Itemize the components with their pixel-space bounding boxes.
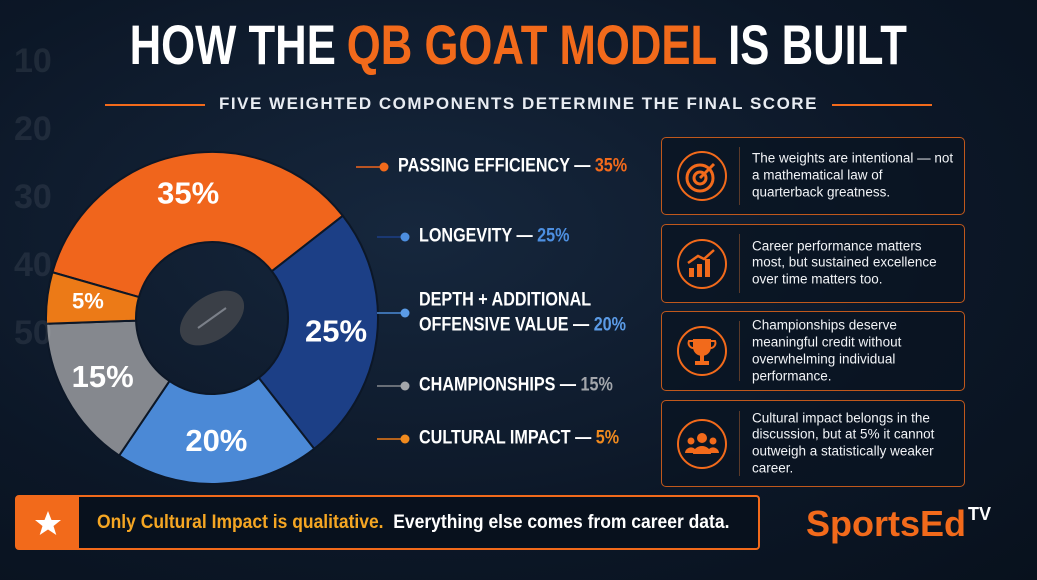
footer-text: Everything else comes from career data. [393, 511, 730, 533]
legend-dot [379, 162, 389, 172]
note-text: Cultural impact belongs in the discussio… [752, 409, 935, 476]
legend-value: 20% [593, 314, 627, 335]
yard-number: 30 [14, 178, 52, 216]
legend-name: CHAMPIONSHIPS [419, 374, 556, 396]
legend-item: DEPTH + ADDITIONAL OFFENSIVE VALUE — 20% [419, 288, 666, 337]
legend-item: PASSING EFFICIENCY — 35% [398, 155, 627, 180]
legend-value: 5% [595, 427, 620, 449]
subtitle-text: FIVE WEIGHTED COMPONENTS DETERMINE THE F… [219, 94, 818, 113]
legend-dot [400, 232, 410, 242]
legend-item: LONGEVITY — 25% [419, 225, 569, 250]
note-text: Career performance matters most, but sus… [752, 238, 937, 287]
title-part: IS BUILT [728, 13, 908, 76]
yard-number: 40 [14, 246, 52, 284]
slice [45, 271, 141, 325]
note-card: The weights are intentional — not a math… [661, 137, 965, 215]
star-badge [17, 497, 79, 548]
legend-dot [400, 308, 410, 318]
legend-separator: — [575, 427, 592, 449]
legend-item: CHAMPIONSHIPS — 15% [419, 374, 613, 399]
footer-banner: Only Cultural Impact is qualitative. Eve… [15, 495, 760, 550]
title-highlight: QB GOAT MODEL [347, 13, 718, 76]
note-text: Championships deserve meaningful credit … [752, 317, 902, 383]
slice-label: 35% [157, 175, 219, 210]
football-icon [179, 290, 245, 346]
legend-name: DEPTH + ADDITIONAL OFFENSIVE VALUE [419, 289, 591, 335]
logo-sup: TV [968, 504, 992, 524]
note-card: Career performance matters most, but sus… [661, 224, 965, 303]
note-card: Cultural impact belongs in the discussio… [661, 400, 965, 487]
logo-name: SportsEd [806, 503, 967, 544]
slice-label: 20% [185, 423, 247, 458]
slice-label: 5% [72, 289, 104, 314]
legend-value: 35% [594, 155, 628, 177]
logo: SportsEd TV [806, 503, 991, 545]
legend-separator: — [516, 225, 533, 247]
footer-highlight: Only Cultural Impact is qualitative. [97, 511, 384, 533]
yard-number: 20 [14, 110, 52, 148]
growth-icon [677, 238, 727, 289]
title: HOW THE QB GOAT MODEL IS BUILT [0, 12, 1037, 77]
slice [257, 214, 379, 451]
slice [45, 319, 171, 458]
legend-item: CULTURAL IMPACT — 5% [419, 427, 619, 452]
legend-dot [400, 381, 410, 391]
legend-separator: — [574, 155, 591, 177]
legend-name: CULTURAL IMPACT [419, 427, 571, 449]
subtitle: FIVE WEIGHTED COMPONENTS DETERMINE THE F… [0, 94, 1037, 114]
title-part: HOW THE [129, 13, 337, 76]
legend-name: LONGEVITY [419, 225, 513, 247]
legend-value: 25% [537, 225, 570, 247]
note-card: Championships deserve meaningful credit … [661, 311, 965, 391]
trophy-icon [677, 326, 727, 376]
legend-dot [400, 434, 410, 444]
yard-number: 10 [14, 42, 52, 80]
yard-number: 50 [14, 314, 52, 352]
legend-separator: — [559, 374, 577, 396]
football-lace [197, 307, 227, 329]
legend-value: 15% [580, 374, 613, 396]
legend-separator: — [573, 314, 590, 335]
legend-name: PASSING EFFICIENCY [398, 155, 570, 177]
note-text: The weights are intentional — not a math… [752, 150, 954, 200]
slice [117, 376, 316, 485]
target-icon [677, 151, 727, 201]
people-icon [677, 418, 727, 469]
slice [51, 151, 345, 299]
slice-label: 15% [72, 359, 134, 394]
slice-label: 25% [305, 313, 367, 348]
